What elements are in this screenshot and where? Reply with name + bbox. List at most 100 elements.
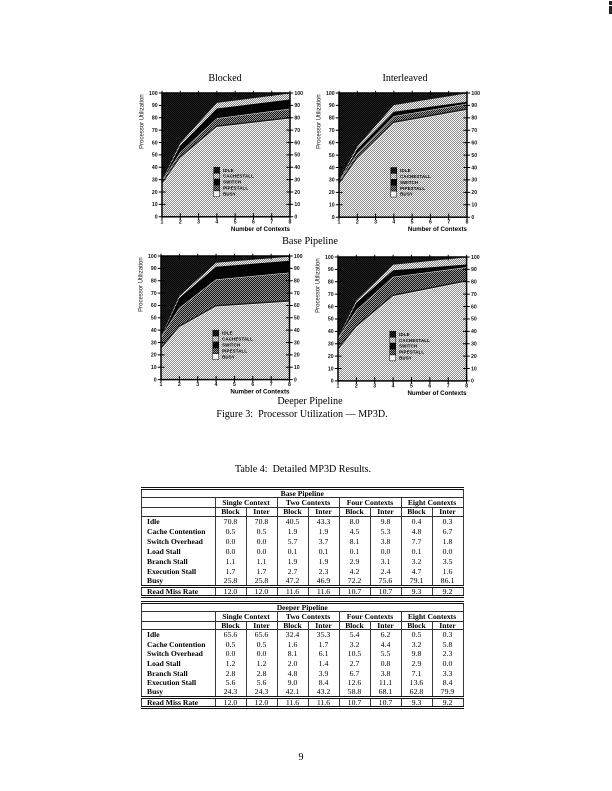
svg-text:2: 2 [355, 383, 358, 389]
svg-text:70: 70 [294, 127, 300, 133]
svg-text:20: 20 [328, 354, 334, 360]
svg-text:IDLE: IDLE [222, 331, 233, 336]
svg-text:BUSY: BUSY [222, 354, 235, 359]
svg-text:3: 3 [197, 219, 200, 225]
svg-text:60: 60 [151, 303, 157, 309]
svg-text:50: 50 [471, 316, 477, 322]
svg-text:100: 100 [148, 254, 157, 260]
svg-text:10: 10 [471, 366, 477, 372]
svg-text:5: 5 [410, 220, 413, 226]
svg-text:70: 70 [151, 291, 157, 297]
svg-text:Processor Utilization: Processor Utilization [315, 258, 321, 313]
svg-text:30: 30 [294, 177, 300, 183]
svg-text:0: 0 [294, 377, 297, 383]
svg-text:5: 5 [234, 219, 237, 225]
svg-text:5: 5 [410, 383, 413, 389]
svg-text:70: 70 [328, 292, 334, 298]
svg-text:10: 10 [294, 365, 300, 371]
svg-text:4: 4 [392, 220, 395, 226]
svg-text:0: 0 [294, 214, 297, 220]
svg-text:40: 40 [294, 328, 300, 334]
svg-text:90: 90 [471, 267, 477, 273]
svg-text:80: 80 [152, 115, 158, 121]
svg-text:6: 6 [252, 219, 255, 225]
svg-text:SWITCH: SWITCH [399, 343, 417, 348]
svg-text:60: 60 [328, 140, 334, 146]
svg-text:80: 80 [471, 279, 477, 285]
svg-text:8: 8 [288, 382, 291, 388]
svg-text:10: 10 [294, 202, 300, 208]
svg-text:Number of Contexts: Number of Contexts [230, 388, 290, 395]
svg-text:10: 10 [152, 202, 158, 208]
svg-text:30: 30 [152, 177, 158, 183]
svg-text:60: 60 [294, 303, 300, 309]
svg-text:100: 100 [294, 254, 303, 260]
svg-text:20: 20 [152, 189, 158, 195]
svg-text:1: 1 [337, 383, 340, 389]
svg-text:20: 20 [471, 354, 477, 360]
svg-text:70: 70 [294, 291, 300, 297]
svg-text:40: 40 [328, 165, 334, 171]
svg-text:40: 40 [152, 165, 158, 171]
svg-text:30: 30 [328, 178, 334, 184]
svg-text:BUSY: BUSY [399, 355, 412, 360]
svg-text:CACHESTALL: CACHESTALL [222, 336, 253, 341]
svg-text:70: 70 [471, 292, 477, 298]
svg-text:100: 100 [471, 254, 480, 260]
svg-text:20: 20 [328, 190, 334, 196]
svg-text:2: 2 [355, 220, 358, 226]
svg-text:10: 10 [471, 203, 477, 209]
svg-text:2: 2 [179, 219, 182, 225]
svg-text:60: 60 [152, 140, 158, 146]
svg-text:60: 60 [471, 304, 477, 310]
svg-text:Processor Utilization: Processor Utilization [138, 257, 144, 312]
svg-text:20: 20 [294, 189, 300, 195]
svg-text:80: 80 [151, 278, 157, 284]
svg-text:40: 40 [294, 165, 300, 171]
svg-text:50: 50 [471, 153, 477, 159]
svg-text:90: 90 [328, 103, 334, 109]
svg-text:50: 50 [294, 315, 300, 321]
svg-text:0: 0 [471, 215, 474, 221]
svg-text:10: 10 [151, 365, 157, 371]
svg-text:30: 30 [471, 341, 477, 347]
svg-text:SWITCH: SWITCH [400, 180, 418, 185]
svg-text:BUSY: BUSY [400, 192, 413, 197]
svg-text:7: 7 [447, 220, 450, 226]
svg-text:7: 7 [270, 219, 273, 225]
svg-text:40: 40 [471, 165, 477, 171]
svg-text:90: 90 [152, 103, 158, 109]
svg-text:70: 70 [471, 128, 477, 134]
svg-text:90: 90 [471, 103, 477, 109]
svg-text:100: 100 [149, 90, 158, 96]
svg-text:6: 6 [428, 220, 431, 226]
svg-text:PIPESTALL: PIPESTALL [222, 348, 247, 353]
svg-text:50: 50 [328, 316, 334, 322]
svg-text:3: 3 [196, 382, 199, 388]
svg-text:Number of Contexts: Number of Contexts [407, 226, 467, 233]
svg-text:40: 40 [151, 328, 157, 334]
svg-text:30: 30 [151, 340, 157, 346]
svg-text:90: 90 [151, 266, 157, 272]
svg-text:BUSY: BUSY [223, 191, 236, 196]
svg-text:IDLE: IDLE [223, 167, 234, 172]
svg-text:50: 50 [294, 152, 300, 158]
svg-text:8: 8 [465, 220, 468, 226]
svg-text:80: 80 [294, 115, 300, 121]
svg-text:0: 0 [331, 215, 334, 221]
svg-text:PIPESTALL: PIPESTALL [400, 186, 425, 191]
svg-text:7: 7 [269, 382, 272, 388]
svg-text:1: 1 [161, 219, 164, 225]
svg-text:10: 10 [328, 366, 334, 372]
svg-text:CACHESTALL: CACHESTALL [399, 337, 430, 342]
svg-text:SWITCH: SWITCH [222, 342, 240, 347]
svg-text:IDLE: IDLE [400, 168, 411, 173]
svg-text:30: 30 [471, 178, 477, 184]
svg-text:70: 70 [328, 128, 334, 134]
svg-text:100: 100 [471, 91, 480, 97]
svg-text:40: 40 [471, 329, 477, 335]
svg-text:PIPESTALL: PIPESTALL [399, 349, 424, 354]
svg-text:4: 4 [215, 219, 218, 225]
svg-text:IDLE: IDLE [399, 331, 410, 336]
svg-text:Number of Contexts: Number of Contexts [408, 389, 468, 396]
